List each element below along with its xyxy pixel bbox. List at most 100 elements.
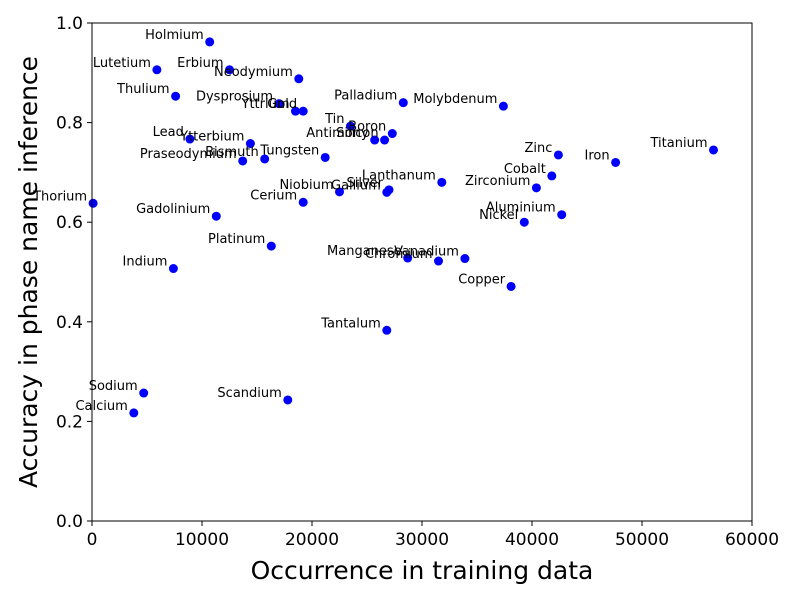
data-point: [403, 253, 413, 263]
y-axis-ticks: 0.0 0.2 0.4 0.6 0.8 1.0: [56, 14, 92, 532]
x-tick-label: 0: [87, 530, 98, 550]
data-point-label: Holmium: [145, 28, 204, 43]
data-point: [460, 254, 470, 264]
data-point-label: Nickel: [479, 208, 518, 223]
data-point: [382, 325, 392, 335]
data-point-label: Chromium: [365, 247, 433, 262]
x-axis-ticks: 0 10000 20000 30000 40000 50000 60000: [87, 521, 779, 550]
data-point-label: Molybdenum: [413, 92, 497, 107]
data-point: [611, 157, 621, 167]
data-point: [139, 388, 149, 398]
data-point: [320, 152, 330, 162]
data-point-label: Gold: [267, 97, 297, 112]
data-point: [260, 154, 270, 164]
data-point-label: Platinum: [208, 232, 265, 247]
data-point: [346, 121, 355, 131]
data-point-label: Iron: [585, 148, 610, 163]
data-point: [205, 37, 215, 47]
data-point-label: Erbium: [177, 56, 223, 71]
data-point-label: Neodymium: [214, 65, 293, 80]
x-tick-label: 30000: [395, 530, 449, 550]
data-point: [185, 134, 195, 144]
data-point-label: Tin: [324, 112, 344, 127]
data-point-label: Niobium: [279, 178, 333, 193]
data-point-label: Boron: [348, 120, 386, 135]
data-point: [387, 129, 397, 139]
x-tick-label: 10000: [175, 530, 229, 550]
x-tick-label: 60000: [725, 530, 779, 550]
data-point: [152, 65, 162, 75]
data-point: [266, 241, 276, 251]
data-point-label: Cobalt: [504, 162, 546, 177]
data-point-label: Cerium: [250, 188, 297, 203]
y-tick-label: 1.0: [56, 14, 83, 34]
x-tick-label: 20000: [285, 530, 339, 550]
data-point: [335, 187, 344, 197]
x-tick-label: 40000: [505, 530, 559, 550]
data-point: [283, 395, 293, 405]
data-point-label: Lutetium: [93, 56, 151, 71]
data-point: [384, 185, 394, 195]
data-point-label: Calcium: [75, 399, 127, 414]
data-point: [294, 74, 304, 84]
x-axis-label: Occurrence in training data: [251, 556, 594, 585]
data-point-label: Vanadium: [394, 245, 459, 260]
y-tick-label: 0.6: [56, 213, 83, 233]
data-point: [298, 106, 308, 116]
data-point: [557, 210, 567, 220]
data-point: [274, 99, 284, 109]
y-tick-label: 0.4: [56, 313, 83, 333]
data-point-label: Copper: [458, 272, 506, 287]
data-point: [531, 183, 541, 193]
data-point-label: Yttrium: [241, 97, 290, 112]
y-tick-label: 0.8: [56, 114, 83, 134]
data-point-label: Gallium: [331, 178, 381, 193]
data-point-label: Tantalum: [320, 316, 381, 331]
data-point: [398, 98, 408, 108]
data-point: [380, 135, 390, 145]
data-point-label: Silver: [346, 176, 383, 191]
data-point-label: Thorium: [32, 189, 87, 204]
data-point-label: Zirconium: [465, 174, 530, 189]
data-point-label: Aluminium: [486, 201, 556, 216]
data-point-label: Ytterbium: [179, 130, 244, 145]
data-point: [370, 135, 380, 145]
data-point-label: Antimony: [306, 126, 369, 141]
data-point-label: Scandium: [217, 386, 281, 401]
data-point: [434, 256, 443, 266]
data-point: [709, 145, 718, 155]
data-point: [88, 198, 98, 208]
data-point-label: Titanium: [650, 136, 708, 151]
data-point-label: Lanthanum: [362, 168, 436, 183]
data-point-label: Thulium: [116, 82, 170, 97]
data-point: [506, 281, 516, 291]
data-point: [211, 211, 221, 221]
data-point: [168, 264, 178, 274]
data-point: [225, 65, 234, 75]
data-point-label: Lead: [153, 125, 184, 140]
y-tick-label: 0.0: [56, 512, 83, 532]
plot-marks: [88, 37, 718, 418]
data-point: [238, 156, 248, 166]
data-point: [245, 139, 255, 149]
data-point: [437, 177, 447, 187]
x-tick-label: 50000: [615, 530, 669, 550]
y-tick-label: 0.2: [56, 412, 83, 432]
data-point-label: Bismuth: [205, 145, 259, 160]
data-point-label: Manganese: [327, 244, 402, 259]
data-point-label: Palladium: [334, 89, 397, 104]
data-point-label: Zinc: [524, 141, 552, 156]
data-point-label: Sodium: [89, 379, 138, 394]
data-point: [519, 217, 529, 227]
data-point: [129, 408, 139, 418]
data-point-label: Praseodymium: [140, 147, 237, 162]
data-point: [547, 171, 557, 181]
data-point-label: Gadolinium: [136, 202, 210, 217]
data-point-label: Silicon: [336, 126, 378, 141]
data-point-label: Dysprosium: [196, 90, 273, 105]
data-point: [298, 197, 308, 207]
y-axis-label: Accuracy in phase name inference: [14, 56, 43, 488]
data-point-label: Indium: [123, 255, 168, 270]
